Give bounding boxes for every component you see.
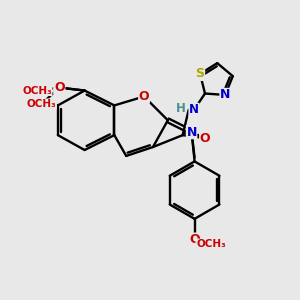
Text: N: N [189,103,199,116]
Text: S: S [196,68,205,80]
Text: OCH₃: OCH₃ [196,239,226,249]
Text: OCH₃: OCH₃ [22,85,52,96]
Text: H: H [176,102,185,115]
Text: N: N [186,126,197,139]
Text: O: O [54,81,65,94]
Text: OCH₃: OCH₃ [27,99,56,109]
Text: O: O [54,81,65,94]
Text: O: O [200,132,210,145]
Text: O: O [189,233,200,246]
Text: O: O [139,90,149,103]
Text: N: N [220,88,230,101]
